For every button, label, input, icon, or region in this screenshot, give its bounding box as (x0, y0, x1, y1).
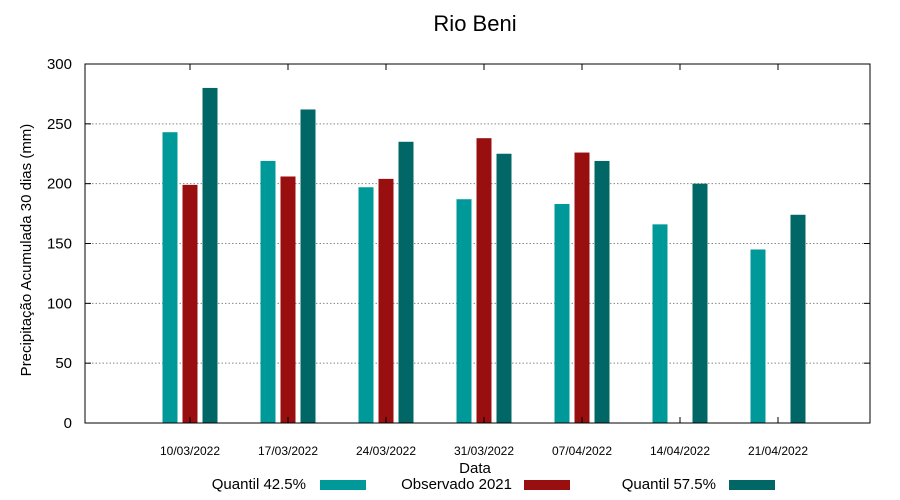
bar-quantil-42-5 (358, 187, 374, 423)
bars (162, 87, 806, 424)
y-tick-label: 250 (47, 116, 72, 133)
x-tick-label: 07/04/2022 (552, 444, 612, 458)
bar-quantil-42-5 (456, 199, 472, 423)
x-tick-label: 17/03/2022 (258, 444, 318, 458)
y-tick-label: 100 (47, 295, 72, 312)
y-tick-label: 0 (64, 415, 72, 432)
legend-swatch (729, 480, 775, 490)
bar-quantil-57-5 (790, 214, 806, 423)
x-tick-label: 21/04/2022 (748, 444, 808, 458)
bar-quantil-57-5 (202, 87, 218, 423)
bar-quantil-42-5 (750, 249, 766, 423)
y-tick-label: 150 (47, 236, 72, 253)
y-tick-label: 200 (47, 176, 72, 193)
legend-swatch (320, 480, 366, 490)
y-tick-label: 300 (47, 56, 72, 73)
x-tick-label: 14/04/2022 (650, 444, 710, 458)
y-axis-label: Precipitação Acumulada 30 dias (mm) (18, 124, 35, 377)
x-tick-label: 31/03/2022 (454, 444, 514, 458)
bar-quantil-42-5 (162, 132, 178, 423)
legend-label: Quantil 57.5% (622, 476, 716, 493)
legend-label: Quantil 42.5% (212, 476, 306, 493)
legend-label: Observado 2021 (401, 476, 512, 493)
legend: Quantil 42.5% Observado 2021 Quantil 57.5% (212, 476, 775, 493)
bar-quantil-57-5 (692, 183, 708, 423)
x-tick-label: 24/03/2022 (356, 444, 416, 458)
bar-quantil-57-5 (300, 109, 316, 424)
bar-observado-2021 (574, 152, 590, 423)
bar-observado-2021 (280, 176, 296, 423)
bar-quantil-42-5 (260, 160, 276, 423)
bar-quantil-57-5 (496, 153, 512, 423)
y-axis-ticks: 0 50 100 150 200 250 300 (47, 56, 870, 432)
bar-observado-2021 (182, 184, 198, 423)
bar-quantil-57-5 (398, 141, 414, 424)
bar-observado-2021 (378, 178, 394, 423)
chart-title: Rio Beni (433, 11, 516, 36)
x-axis-label: Data (459, 460, 491, 477)
bar-observado-2021 (476, 138, 492, 423)
x-axis-ticks: 10/03/2022 17/03/2022 24/03/2022 31/03/2022… (160, 64, 808, 458)
bar-quantil-42-5 (652, 224, 668, 423)
x-tick-label: 10/03/2022 (160, 444, 220, 458)
y-tick-label: 50 (55, 355, 72, 372)
bar-quantil-57-5 (594, 160, 610, 423)
legend-swatch (524, 480, 570, 490)
bar-quantil-42-5 (554, 204, 570, 423)
